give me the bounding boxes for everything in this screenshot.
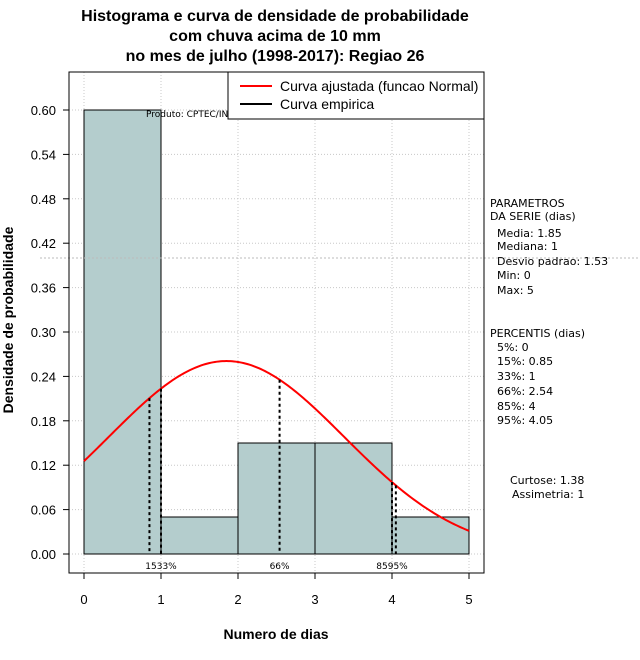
y-tick-label: 0.60 [31,103,56,118]
x-tick-label: 0 [80,592,87,607]
percentile-stat-line: 15%: 0.85 [490,355,553,368]
percentile-stat-line: 95%: 4.05 [490,414,553,427]
title-line-2: com chuva acima de 10 mm [169,28,381,45]
percentile-stat-line: PERCENTIS (dias) [490,327,585,340]
y-tick-label: 0.36 [31,281,56,296]
legend: Curva ajustada (funcao Normal) Curva emp… [227,71,485,120]
product-label: Produto: CPTEC/INPE [146,110,240,120]
percentile-label: 1533% [145,562,177,572]
histogram-bars [83,109,470,555]
param-line: Media: 1.85 [490,227,562,240]
y-tick-label: 0.42 [31,236,56,251]
param-line: Min: 0 [490,269,531,282]
percentile-labels: 1533% 66% 8595% [145,562,408,572]
legend-label-empirical: Curva empirica [280,96,374,112]
percentile-lines [148,379,397,554]
percentile-label: 66% [270,562,290,572]
histogram-bar [83,109,162,555]
percentile-stat-line: 85%: 4 [490,400,536,413]
param-line: Mediana: 1 [490,240,558,253]
legend-label-normal: Curva ajustada (funcao Normal) [280,78,478,94]
x-axis-title: Numero de dias [223,626,328,642]
y-tick-label: 0.12 [31,458,56,473]
kurtosis-label: Curtose: 1.38 [510,474,584,487]
histogram-bar [160,516,239,555]
param-line: Max: 5 [490,284,534,297]
histogram-bar [314,442,393,555]
statistics-panel: PARAMETROS DA SERIE (dias) Media: 1.85 M… [490,197,608,501]
param-line: Desvio padrao: 1.53 [490,255,608,268]
histogram-bar [391,516,470,555]
x-tick-label: 5 [465,592,472,607]
x-axis: 0 1 2 3 4 5 [80,572,473,607]
chart-title: Histograma e curva de densidade de proba… [81,8,469,65]
percentile-stat-line: 33%: 1 [490,370,536,383]
x-tick-label: 4 [388,592,395,607]
skewness-label: Assimetria: 1 [505,488,584,501]
y-axis: 0.00 0.06 0.12 0.18 0.24 0.30 0.36 0.42 0.48 0.54… [31,103,70,562]
y-axis-title: Densidade de probabilidade [0,226,16,413]
title-line-1: Histograma e curva de densidade de proba… [81,8,469,25]
legend-box [227,71,485,120]
percentile-label: 8595% [376,562,408,572]
y-tick-label: 0.24 [31,369,56,384]
histogram-bar [237,442,316,555]
y-tick-label: 0.30 [31,325,56,340]
normal-curve [83,360,470,532]
percentile-stat-line: 5%: 0 [490,341,529,354]
percentile-stat-line: 66%: 2.54 [490,385,553,398]
y-tick-label: 0.54 [31,147,56,162]
x-tick-label: 3 [311,592,318,607]
title-line-3: no mes de julho (1998-2017): Regiao 26 [126,48,425,65]
param-line: DA SERIE (dias) [490,210,576,223]
y-tick-label: 0.00 [31,547,56,562]
y-tick-label: 0.06 [31,503,56,518]
x-tick-label: 1 [157,592,164,607]
param-line: PARAMETROS [490,197,565,210]
y-tick-label: 0.48 [31,192,56,207]
x-tick-label: 2 [234,592,241,607]
y-tick-label: 0.18 [31,414,56,429]
